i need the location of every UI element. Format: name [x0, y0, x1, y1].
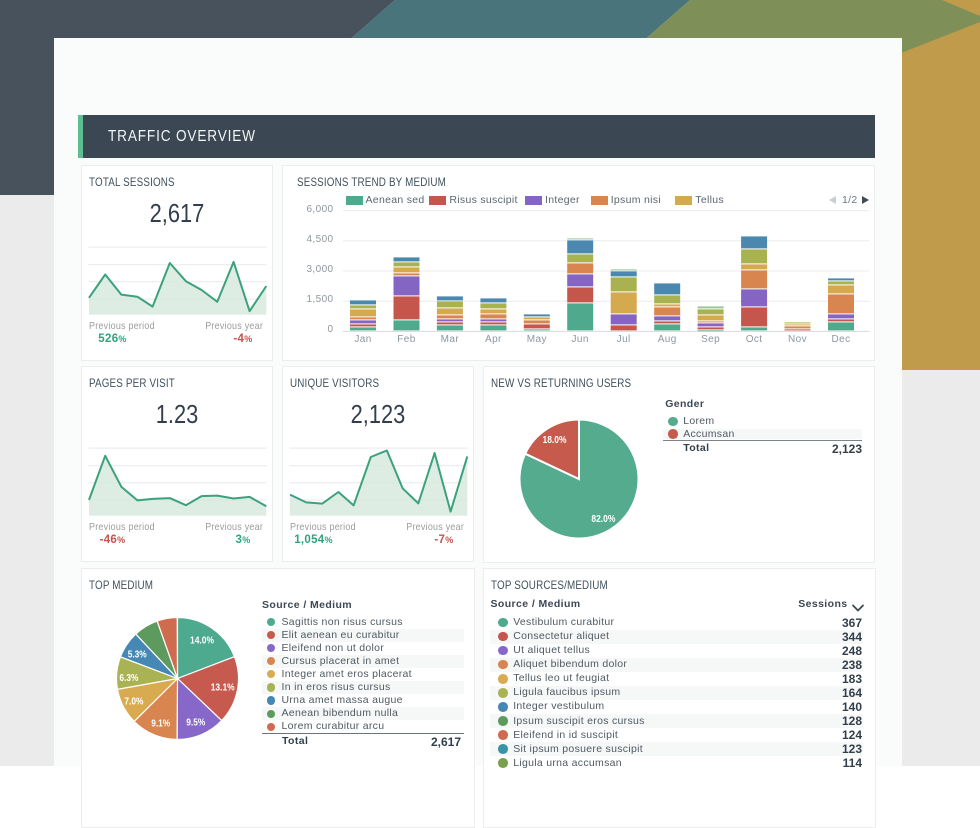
- svg-text:6.3%: 6.3%: [119, 673, 138, 684]
- svg-text:18.0%: 18.0%: [543, 434, 568, 446]
- svg-text:7.0%: 7.0%: [124, 696, 143, 707]
- svg-text:13.1%: 13.1%: [211, 683, 235, 694]
- svg-text:9.1%: 9.1%: [151, 718, 170, 729]
- svg-text:9.5%: 9.5%: [186, 718, 205, 729]
- svg-text:82.0%: 82.0%: [591, 513, 616, 525]
- svg-text:5.3%: 5.3%: [128, 649, 147, 660]
- svg-text:14.0%: 14.0%: [190, 636, 214, 647]
